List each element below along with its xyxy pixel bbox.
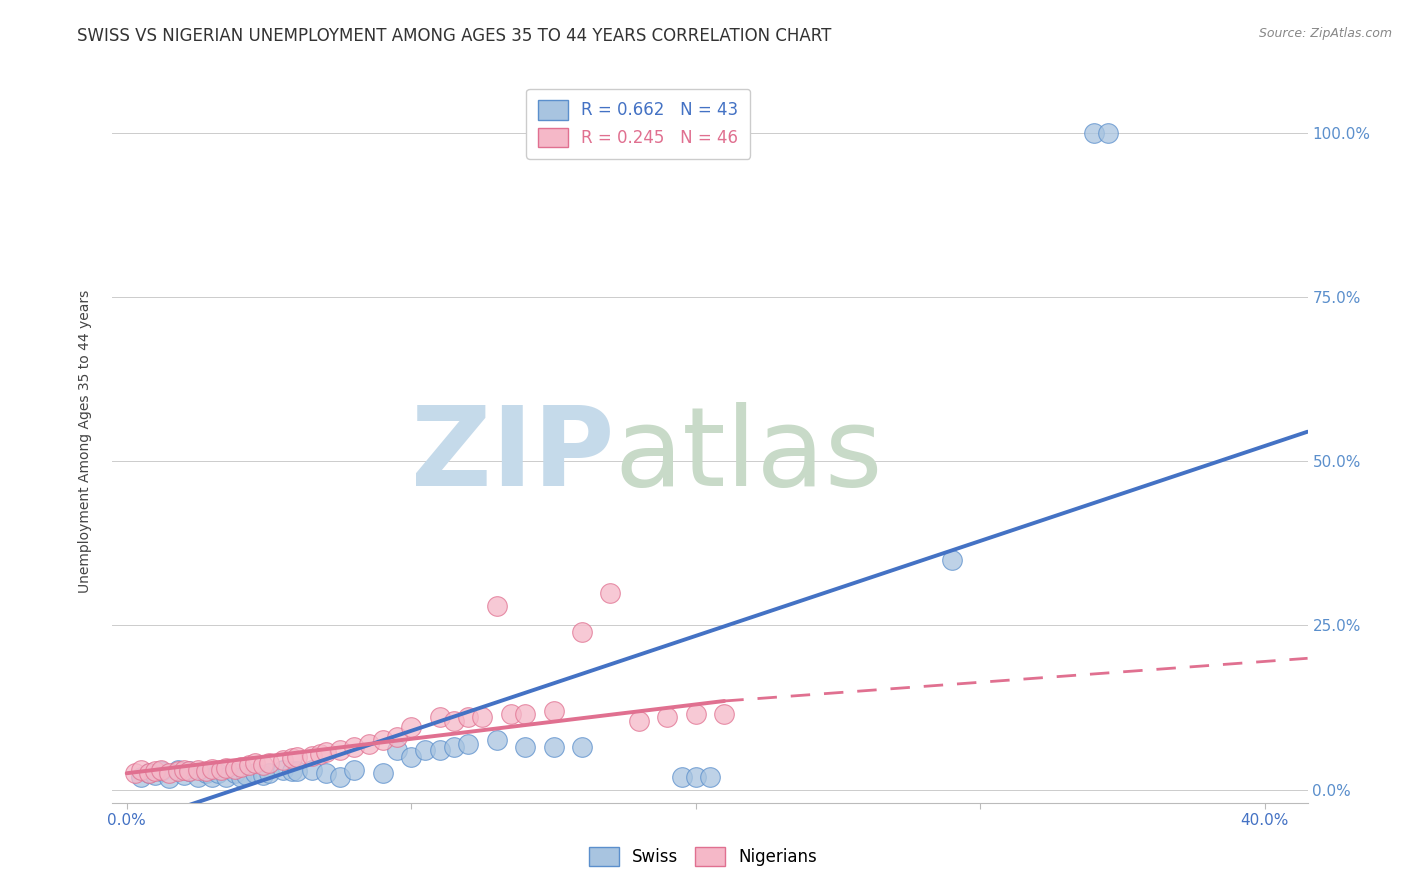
Point [457, 737, 479, 751]
Point [699, 770, 721, 784]
Point [257, 756, 280, 771]
Point [209, 763, 232, 777]
Point [329, 770, 352, 784]
Point [685, 707, 707, 722]
Point [167, 763, 190, 777]
Point [429, 710, 451, 724]
Point [315, 745, 337, 759]
Text: Source: ZipAtlas.com: Source: ZipAtlas.com [1258, 27, 1392, 40]
Point [129, 770, 152, 784]
Point [513, 739, 536, 754]
Point [385, 743, 408, 757]
Point [571, 739, 593, 754]
Point [1097, 126, 1119, 140]
Point [201, 762, 224, 776]
Point [124, 766, 146, 780]
Point [157, 766, 180, 780]
Point [343, 739, 366, 754]
Point [329, 743, 352, 757]
Point [671, 770, 693, 784]
Point [195, 764, 218, 779]
Point [443, 714, 465, 728]
Point [685, 770, 707, 784]
Y-axis label: Unemployment Among Ages 35 to 44 years: Unemployment Among Ages 35 to 44 years [77, 290, 91, 593]
Point [657, 710, 679, 724]
Point [195, 766, 218, 780]
Point [287, 764, 309, 779]
Point [138, 766, 160, 780]
Point [571, 625, 593, 640]
Point [443, 739, 465, 754]
Point [129, 763, 152, 777]
Point [371, 766, 394, 780]
Point [1083, 126, 1105, 140]
Point [415, 743, 437, 757]
Point [385, 730, 408, 744]
Point [257, 766, 280, 780]
Text: ZIP: ZIP [411, 402, 614, 509]
Point [252, 757, 274, 772]
Point [215, 770, 238, 784]
Point [401, 720, 423, 734]
Point [173, 763, 195, 777]
Point [243, 756, 266, 771]
Point [599, 585, 621, 599]
Point [187, 770, 209, 784]
Text: atlas: atlas [614, 402, 883, 509]
Point [207, 766, 229, 780]
Point [713, 707, 735, 722]
Point [457, 710, 479, 724]
Point [179, 764, 201, 779]
Point [287, 749, 309, 764]
Point [138, 766, 160, 780]
Point [229, 770, 252, 784]
Point [309, 747, 332, 761]
Point [201, 770, 224, 784]
Point [429, 743, 451, 757]
Point [315, 766, 337, 780]
Point [471, 710, 494, 724]
Point [401, 749, 423, 764]
Point [513, 707, 536, 722]
Point [281, 751, 304, 765]
Point [235, 768, 257, 782]
Point [543, 739, 565, 754]
Point [343, 763, 366, 777]
Point [941, 553, 963, 567]
Point [243, 766, 266, 780]
Point [143, 768, 166, 782]
Point [167, 764, 190, 779]
Point [271, 763, 294, 777]
Legend: Swiss, Nigerians: Swiss, Nigerians [581, 838, 825, 875]
Point [485, 733, 508, 747]
Point [149, 763, 172, 777]
Point [149, 764, 172, 779]
Point [357, 737, 380, 751]
Legend: R = 0.662   N = 43, R = 0.245   N = 46: R = 0.662 N = 43, R = 0.245 N = 46 [526, 88, 751, 159]
Point [301, 748, 323, 763]
Point [173, 768, 195, 782]
Text: SWISS VS NIGERIAN UNEMPLOYMENT AMONG AGES 35 TO 44 YEARS CORRELATION CHART: SWISS VS NIGERIAN UNEMPLOYMENT AMONG AGE… [77, 27, 832, 45]
Point [238, 757, 260, 772]
Point [543, 704, 565, 718]
Point [252, 768, 274, 782]
Point [229, 760, 252, 774]
Point [157, 771, 180, 785]
Point [485, 599, 508, 613]
Point [224, 766, 246, 780]
Point [499, 707, 522, 722]
Point [215, 761, 238, 775]
Point [271, 753, 294, 767]
Point [627, 714, 650, 728]
Point [301, 763, 323, 777]
Point [371, 733, 394, 747]
Point [179, 764, 201, 779]
Point [224, 762, 246, 776]
Point [281, 764, 304, 779]
Point [143, 764, 166, 779]
Point [187, 763, 209, 777]
